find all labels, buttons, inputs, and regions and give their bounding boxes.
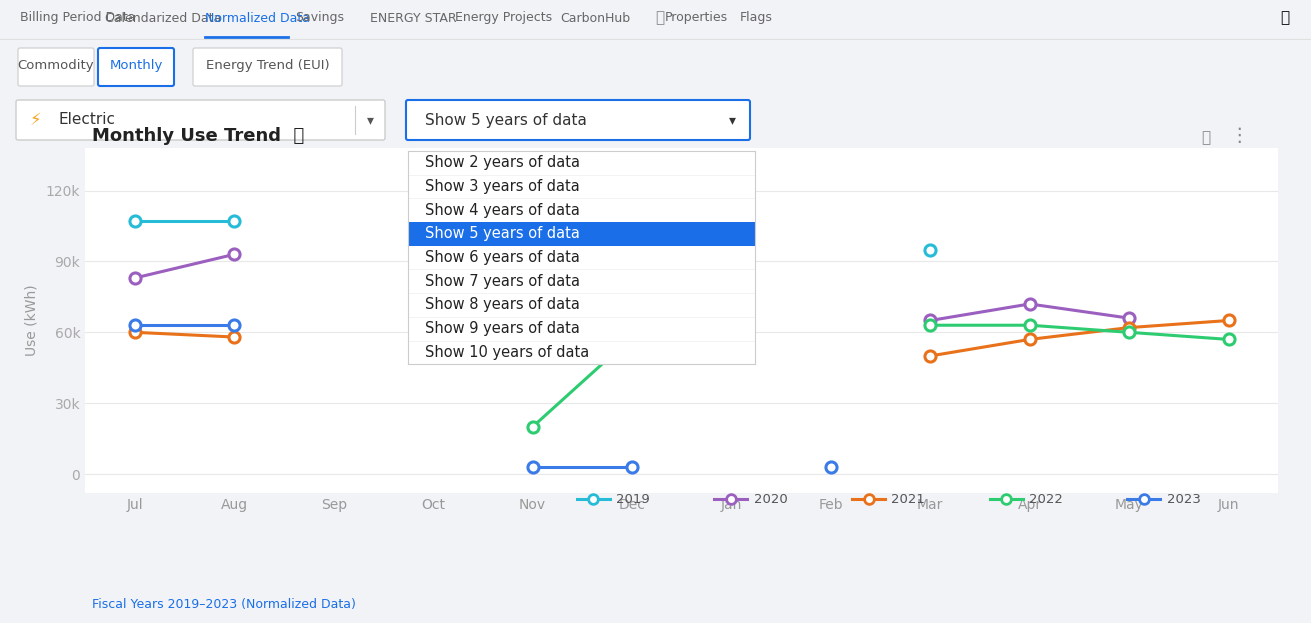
Text: Energy Projects: Energy Projects — [455, 11, 552, 24]
Bar — [408, 222, 755, 246]
Text: ⛶: ⛶ — [1202, 130, 1210, 145]
Text: Show 7 years of data: Show 7 years of data — [425, 274, 581, 289]
FancyBboxPatch shape — [406, 100, 750, 140]
Text: Savings: Savings — [295, 11, 343, 24]
Text: 2021: 2021 — [891, 493, 926, 506]
FancyBboxPatch shape — [18, 48, 94, 86]
Text: ⚡: ⚡ — [29, 111, 41, 129]
Text: Show 3 years of data: Show 3 years of data — [425, 179, 579, 194]
Text: Show 8 years of data: Show 8 years of data — [425, 298, 581, 313]
Text: Show 9 years of data: Show 9 years of data — [425, 321, 581, 336]
Text: ⓘ: ⓘ — [656, 11, 665, 26]
Text: 2020: 2020 — [754, 493, 788, 506]
Text: Show 2 years of data: Show 2 years of data — [425, 156, 581, 171]
Text: Show 6 years of data: Show 6 years of data — [425, 250, 581, 265]
Text: 🚩: 🚩 — [1281, 11, 1290, 26]
Text: CarbonHub: CarbonHub — [560, 11, 631, 24]
Text: ▾: ▾ — [729, 113, 735, 127]
Text: Calendarized Data: Calendarized Data — [105, 11, 222, 24]
FancyBboxPatch shape — [193, 48, 342, 86]
Text: ⋮: ⋮ — [1230, 126, 1248, 145]
FancyBboxPatch shape — [16, 100, 385, 140]
Text: Properties: Properties — [665, 11, 728, 24]
Text: Monthly Use Trend  ⓘ: Monthly Use Trend ⓘ — [92, 127, 304, 145]
Text: Electric: Electric — [58, 113, 115, 128]
Text: Energy Trend (EUI): Energy Trend (EUI) — [206, 60, 329, 72]
Text: Commodity: Commodity — [17, 60, 94, 72]
Text: Monthly: Monthly — [109, 60, 163, 72]
Text: ENERGY STAR: ENERGY STAR — [370, 11, 456, 24]
Text: 2022: 2022 — [1029, 493, 1063, 506]
Text: Show 5 years of data: Show 5 years of data — [425, 113, 587, 128]
Text: ▾: ▾ — [367, 113, 374, 127]
Text: Flags: Flags — [739, 11, 773, 24]
Text: Normalized Data: Normalized Data — [205, 11, 309, 24]
Text: 2023: 2023 — [1167, 493, 1201, 506]
Text: Billing Period Data: Billing Period Data — [20, 11, 135, 24]
Text: Show 5 years of data: Show 5 years of data — [425, 227, 581, 242]
Y-axis label: Use (kWh): Use (kWh) — [25, 285, 39, 356]
Text: Show 4 years of data: Show 4 years of data — [425, 203, 581, 218]
FancyBboxPatch shape — [98, 48, 174, 86]
Text: Fiscal Years 2019–2023 (Normalized Data): Fiscal Years 2019–2023 (Normalized Data) — [92, 597, 355, 611]
Text: 2019: 2019 — [616, 493, 650, 506]
Text: Show 10 years of data: Show 10 years of data — [425, 345, 590, 360]
